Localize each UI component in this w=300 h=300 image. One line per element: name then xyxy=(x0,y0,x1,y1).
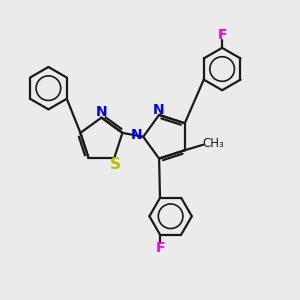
Text: F: F xyxy=(218,28,227,42)
Text: S: S xyxy=(110,157,121,172)
Text: N: N xyxy=(131,128,142,142)
Text: N: N xyxy=(153,103,164,117)
Text: F: F xyxy=(155,241,165,255)
Text: N: N xyxy=(96,105,107,119)
Text: CH₃: CH₃ xyxy=(202,137,224,150)
